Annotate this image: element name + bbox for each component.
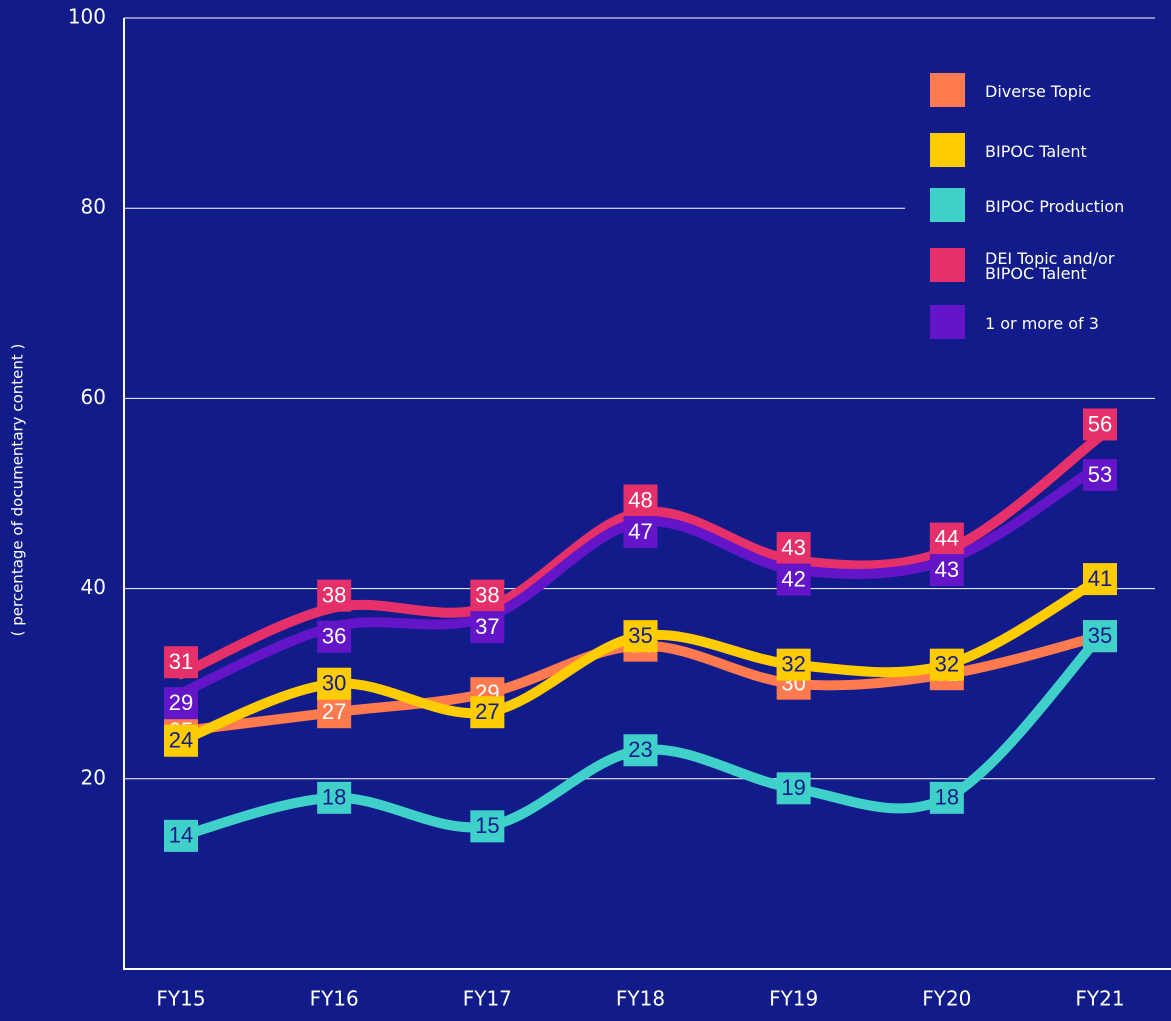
value-label: 38: [475, 582, 499, 607]
value-label-box: [623, 516, 658, 549]
value-label-box: [317, 781, 352, 814]
value-label: 27: [322, 699, 346, 724]
value-label-box: [776, 563, 811, 596]
legend-text: Diverse Topic: [985, 81, 1092, 101]
value-label: 44: [935, 525, 959, 550]
value-label-box: [1083, 620, 1117, 653]
value-label: 42: [781, 566, 805, 591]
legend-swatch: [930, 133, 965, 167]
legend-text: DEI Topic and/or BIPOC Talent: [985, 249, 1115, 283]
value-label: 32: [935, 651, 959, 676]
x-tick-label: FY17: [463, 987, 512, 1011]
y-axis-label: ( percentage of documentary content ): [9, 344, 27, 637]
value-label-box: [470, 611, 505, 644]
value-label: 32: [781, 651, 805, 676]
legend: Diverse Topic BIPOC Talent BIPOC Productio…: [905, 60, 1171, 350]
value-label: 19: [781, 775, 805, 800]
y-tick-label: 20: [81, 765, 106, 789]
value-label-box: [470, 696, 505, 729]
value-label-box: [470, 810, 505, 843]
value-label: 41: [1088, 566, 1112, 591]
value-label-box: [929, 781, 964, 814]
value-label: 18: [322, 785, 346, 810]
y-tick-label: 100: [68, 5, 106, 29]
value-label: 31: [169, 649, 193, 674]
value-label-box: [317, 696, 352, 729]
value-label: 27: [475, 699, 499, 724]
value-label: 18: [935, 785, 959, 810]
legend-swatch: [930, 305, 965, 339]
value-label-box: [776, 648, 811, 681]
value-label-box: [929, 648, 964, 681]
value-label-box: [317, 620, 352, 653]
value-label-box: [164, 819, 198, 852]
legend-text: 1 or more of 3: [985, 313, 1099, 333]
value-label-box: [776, 772, 811, 805]
value-label: 43: [781, 535, 805, 560]
value-label: 14: [169, 823, 193, 848]
legend-text: BIPOC Production: [985, 196, 1125, 216]
y-tick-label: 60: [81, 385, 106, 409]
legend-swatch: [930, 73, 965, 107]
value-label: 56: [1088, 411, 1112, 436]
x-tick-label: FY18: [616, 987, 665, 1011]
value-label: 38: [322, 582, 346, 607]
value-label: 47: [628, 519, 652, 544]
value-label-box: [164, 646, 198, 679]
value-label-box: [929, 554, 964, 587]
value-label: 24: [169, 728, 193, 753]
legend-swatch: [930, 188, 965, 222]
value-label-box: [470, 579, 505, 612]
value-label: 29: [169, 690, 193, 715]
value-label: 15: [475, 813, 499, 838]
value-label: 48: [628, 487, 652, 512]
value-label-box: [317, 667, 352, 700]
value-label-box: [1083, 563, 1117, 596]
value-label: 23: [628, 737, 652, 762]
value-label-box: [1083, 458, 1117, 491]
x-tick-label: FY16: [310, 987, 359, 1011]
value-label-box: [317, 579, 352, 612]
legend-text: BIPOC Talent: [985, 141, 1087, 161]
y-tick-label: 80: [81, 195, 106, 219]
value-label: 43: [935, 557, 959, 582]
legend-label: BIPOC Production: [985, 196, 1125, 216]
x-tick-label: FY21: [1075, 987, 1124, 1011]
value-label: 36: [322, 623, 346, 648]
value-label-box: [164, 687, 198, 720]
value-label-box: [623, 484, 658, 517]
value-label: 35: [628, 623, 652, 648]
legend-swatch: [930, 248, 965, 282]
x-tick-label: FY19: [769, 987, 818, 1011]
legend-label: 1 or more of 3: [985, 313, 1099, 333]
x-tick-label: FY15: [156, 987, 205, 1011]
value-label-box: [623, 620, 658, 653]
x-tick-label: FY20: [922, 987, 971, 1011]
legend-label: BIPOC Talent: [985, 141, 1087, 161]
legend-label: Diverse Topic: [985, 81, 1092, 101]
value-label: 53: [1088, 462, 1112, 487]
value-label: 30: [322, 671, 346, 696]
value-label: 35: [1088, 623, 1112, 648]
legend-label: DEI Topic and/or BIPOC Talent: [985, 249, 1115, 283]
value-label-box: [776, 532, 811, 565]
value-label: 37: [475, 614, 499, 639]
y-tick-label: 40: [81, 575, 106, 599]
value-label-box: [1083, 408, 1117, 441]
value-label-box: [929, 522, 964, 555]
value-label-box: [164, 724, 198, 757]
value-label-box: [623, 734, 658, 767]
